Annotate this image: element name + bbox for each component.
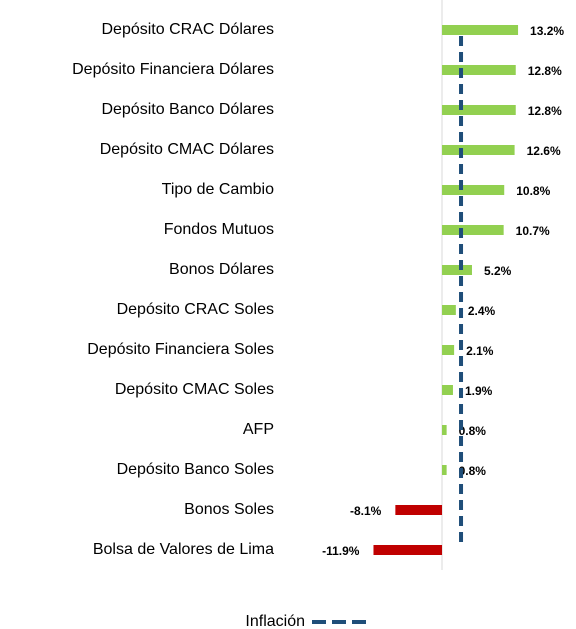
category-label: Bolsa de Valores de Lima — [93, 541, 274, 558]
category-label: Depósito CRAC Soles — [117, 301, 274, 318]
bar — [442, 385, 453, 395]
value-label: 2.1% — [466, 344, 494, 358]
value-label: 5.2% — [484, 264, 512, 278]
category-label: Depósito Banco Dólares — [101, 101, 274, 118]
category-label: Depósito CMAC Dólares — [100, 141, 274, 158]
bar — [442, 105, 516, 115]
value-label: 1.9% — [465, 384, 493, 398]
category-label: Tipo de Cambio — [162, 181, 274, 198]
category-label: Depósito Banco Soles — [117, 461, 274, 478]
value-label: -8.1% — [350, 504, 382, 518]
value-label: 13.2% — [530, 24, 564, 38]
bar — [442, 465, 447, 475]
category-label: Depósito Financiera Soles — [87, 341, 274, 358]
category-label: Depósito Financiera Dólares — [72, 61, 274, 78]
bar — [442, 345, 455, 355]
bar — [442, 305, 456, 315]
value-label: 12.8% — [528, 104, 562, 118]
bar — [442, 65, 516, 75]
value-label: 0.8% — [459, 464, 487, 478]
bar — [395, 505, 443, 515]
bar — [373, 545, 443, 555]
value-label: 10.7% — [516, 224, 550, 238]
value-label: 2.4% — [468, 304, 496, 318]
value-label: 0.8% — [459, 424, 487, 438]
bar — [442, 225, 504, 235]
bar — [442, 265, 472, 275]
category-label: Bonos Soles — [184, 501, 274, 518]
category-label: Depósito CRAC Dólares — [101, 21, 274, 38]
category-label: Fondos Mutuos — [164, 221, 274, 238]
value-label: 12.8% — [528, 64, 562, 78]
value-label: 10.8% — [516, 184, 550, 198]
category-label: Bonos Dólares — [169, 261, 274, 278]
bar — [442, 425, 447, 435]
bar — [442, 185, 505, 195]
category-label: Depósito CMAC Soles — [115, 381, 274, 398]
bar — [442, 25, 519, 35]
value-label: 12.6% — [527, 144, 561, 158]
category-label: AFP — [243, 421, 274, 438]
legend-label: Inflación — [245, 613, 305, 629]
value-label: -11.9% — [322, 544, 360, 558]
bar — [442, 145, 515, 155]
